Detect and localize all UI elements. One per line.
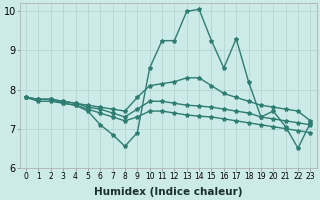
X-axis label: Humidex (Indice chaleur): Humidex (Indice chaleur) [94,187,243,197]
